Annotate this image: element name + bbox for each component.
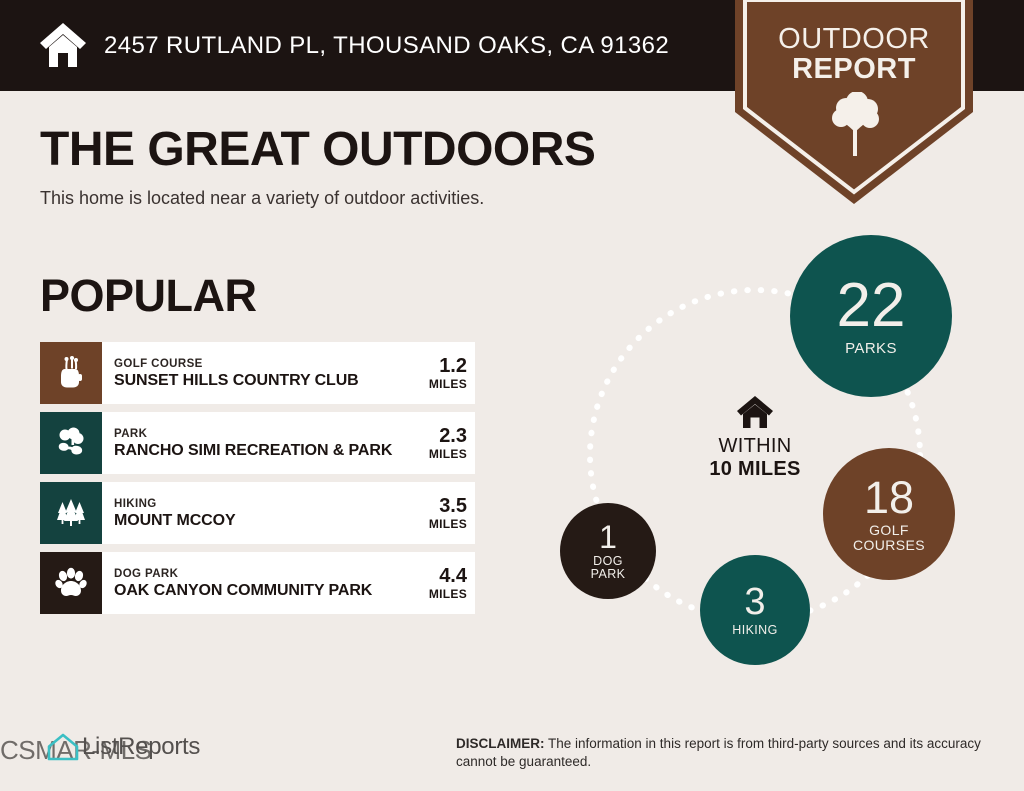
poi-text: HIKING MOUNT MCCOY xyxy=(102,482,407,544)
poi-category: PARK xyxy=(114,427,148,440)
poi-distance-value: 1.2 xyxy=(439,354,467,377)
property-address: 2457 RUTLAND PL, THOUSAND OAKS, CA 91362 xyxy=(104,32,670,59)
listreports-logo[interactable]: ListReports xyxy=(46,730,200,764)
home-icon xyxy=(40,23,86,67)
poi-text: PARK RANCHO SIMI RECREATION & PARK xyxy=(102,412,407,474)
list-item[interactable]: HIKING MOUNT MCCOY 3.5 MILES xyxy=(40,482,475,544)
house-outline-icon xyxy=(47,733,79,761)
poi-distance: 3.5 MILES xyxy=(407,482,475,544)
popular-heading: POPULAR xyxy=(40,270,257,321)
outdoor-report-badge: OUTDOOR REPORT xyxy=(735,0,973,212)
bubble-golf-label-1: GOLF xyxy=(869,521,909,538)
poi-icon-tile xyxy=(40,412,102,474)
list-item[interactable]: PARK RANCHO SIMI RECREATION & PARK 2.3 M… xyxy=(40,412,475,474)
poi-distance: 2.3 MILES xyxy=(407,412,475,474)
disclaimer-text: The information in this report is from t… xyxy=(456,736,981,769)
badge-line-2: REPORT xyxy=(792,53,916,85)
poi-text: GOLF COURSE SUNSET HILLS COUNTRY CLUB xyxy=(102,342,407,404)
bubble-golf-value: 18 xyxy=(863,471,915,523)
disclaimer: DISCLAIMER: The information in this repo… xyxy=(456,735,996,771)
popular-list: GOLF COURSE SUNSET HILLS COUNTRY CLUB 1.… xyxy=(40,342,475,622)
home-icon xyxy=(737,396,773,428)
bubble-golf-courses[interactable]: 18 GOLF COURSES xyxy=(823,448,955,580)
diagram-center: WITHIN 10 MILES xyxy=(685,395,825,481)
bubble-parks[interactable]: 22 PARKS xyxy=(790,235,952,397)
poi-name: MOUNT MCCOY xyxy=(114,511,236,529)
page-subtitle: This home is located near a variety of o… xyxy=(40,188,485,208)
bubble-dog-value: 1 xyxy=(599,518,617,555)
poi-category: GOLF COURSE xyxy=(114,357,203,370)
poi-distance-value: 4.4 xyxy=(439,564,467,587)
bubble-parks-value: 22 xyxy=(836,270,906,340)
poi-icon-tile xyxy=(40,342,102,404)
bubble-hiking[interactable]: 3 HIKING xyxy=(700,555,810,665)
list-item[interactable]: DOG PARK OAK CANYON COMMUNITY PARK 4.4 M… xyxy=(40,552,475,614)
pine-trees-icon xyxy=(57,499,85,526)
golf-bag-icon xyxy=(61,356,82,388)
bubble-dog-label-1: DOG xyxy=(593,553,623,568)
page-title: THE GREAT OUTDOORS xyxy=(40,123,596,176)
poi-distance-unit: MILES xyxy=(428,516,467,531)
poi-name: OAK CANYON COMMUNITY PARK xyxy=(114,581,373,599)
bubble-golf-label-2: COURSES xyxy=(852,537,926,553)
poi-distance-value: 3.5 xyxy=(439,494,467,517)
diagram-center-line-2: 10 MILES xyxy=(709,458,801,480)
poi-name: SUNSET HILLS COUNTRY CLUB xyxy=(114,371,359,389)
paw-print-icon xyxy=(55,567,87,596)
bubble-hiking-label: HIKING xyxy=(732,622,778,637)
tree-icon xyxy=(832,92,879,156)
poi-category: HIKING xyxy=(114,497,157,510)
poi-distance-value: 2.3 xyxy=(439,424,467,447)
poi-distance-unit: MILES xyxy=(428,586,467,601)
badge-line-1: OUTDOOR xyxy=(778,23,930,55)
within-10-miles-diagram: 22 PARKS 18 GOLF COURSES 3 HIKING 1 DOG … xyxy=(530,225,1000,675)
bubble-parks-label: PARKS xyxy=(845,339,897,357)
bubble-dog-park[interactable]: 1 DOG PARK xyxy=(560,503,656,599)
listreports-logo-text: ListReports xyxy=(82,733,201,760)
diagram-center-line-1: WITHIN xyxy=(718,435,792,457)
list-item[interactable]: GOLF COURSE SUNSET HILLS COUNTRY CLUB 1.… xyxy=(40,342,475,404)
bubble-hiking-value: 3 xyxy=(744,580,766,623)
bubble-dog-label-2: PARK xyxy=(590,567,626,581)
poi-distance-unit: MILES xyxy=(428,446,467,461)
poi-name: RANCHO SIMI RECREATION & PARK xyxy=(114,441,393,459)
poi-distance-unit: MILES xyxy=(428,376,467,391)
poi-category: DOG PARK xyxy=(114,567,179,580)
poi-icon-tile xyxy=(40,552,102,614)
disclaimer-label: DISCLAIMER: xyxy=(456,736,545,751)
poi-distance: 4.4 MILES xyxy=(407,552,475,614)
poi-text: DOG PARK OAK CANYON COMMUNITY PARK xyxy=(102,552,407,614)
poi-icon-tile xyxy=(40,482,102,544)
park-trees-icon xyxy=(58,427,84,455)
poi-distance: 1.2 MILES xyxy=(407,342,475,404)
